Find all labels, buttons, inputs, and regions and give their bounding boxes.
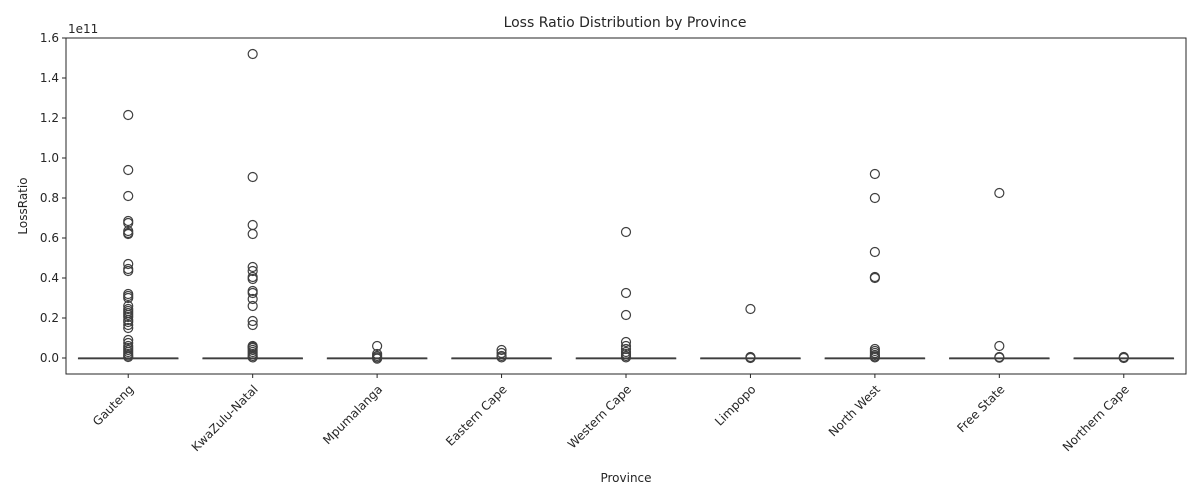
box-group — [700, 303, 801, 364]
outlier-point — [869, 272, 880, 284]
y-tick-label: 0.6 — [40, 231, 59, 245]
box-group — [575, 226, 677, 363]
outlier-point — [123, 109, 134, 121]
outlier-point — [123, 228, 134, 240]
outlier-point — [123, 292, 134, 304]
outlier-point — [123, 351, 134, 363]
chart-title: Loss Ratio Distribution by Province — [504, 15, 747, 31]
y-tick-label: 1.2 — [40, 111, 59, 125]
outlier-point — [247, 319, 258, 331]
outlier-point — [1118, 352, 1129, 364]
outlier-point — [247, 171, 258, 183]
y-axis: 0.0 0.2 0.4 0.6 0.8 1.0 1.2 1.4 1.6 — [40, 31, 66, 365]
outlier-point — [123, 217, 134, 229]
y-axis-title: LossRatio — [16, 177, 30, 234]
outlier-point — [123, 319, 134, 331]
outlier-point — [123, 265, 134, 277]
outlier-point — [620, 309, 632, 321]
outlier-point — [620, 226, 632, 238]
outlier-point — [123, 322, 134, 334]
box-group — [202, 48, 303, 363]
outlier-point — [620, 343, 632, 355]
outlier-point — [247, 287, 258, 299]
outlier-point — [869, 168, 880, 180]
y-tick-label: 0.8 — [40, 191, 59, 205]
outlier-point — [247, 228, 258, 240]
y-tick-label: 0.4 — [40, 271, 59, 285]
outlier-point — [620, 287, 632, 299]
outlier-point — [372, 340, 383, 352]
outlier-point — [247, 261, 258, 273]
outlier-point — [994, 352, 1005, 363]
box-group — [326, 340, 428, 364]
outlier-point — [247, 300, 258, 312]
outlier-point — [994, 187, 1005, 199]
box-group — [824, 168, 926, 363]
outlier-point — [496, 347, 507, 359]
outlier-point — [123, 316, 134, 328]
outlier-point — [123, 190, 134, 202]
outlier-point — [869, 246, 880, 258]
y-tick-label: 0.0 — [40, 351, 59, 365]
outlier-point — [496, 344, 507, 356]
outlier-point — [869, 192, 880, 204]
outlier-point — [247, 293, 258, 305]
outlier-point — [247, 48, 258, 60]
y-tick-label: 0.2 — [40, 311, 59, 325]
box-group — [949, 187, 1050, 363]
box-group — [451, 344, 552, 363]
outlier-point — [869, 352, 880, 363]
outlier-point — [247, 273, 258, 285]
outlier-point — [247, 315, 258, 327]
outlier-point — [123, 164, 134, 176]
box-group — [1073, 351, 1175, 364]
outlier-point — [620, 352, 632, 363]
outlier-point — [496, 352, 507, 363]
outlier-point — [247, 352, 258, 363]
outlier-point — [994, 340, 1005, 352]
outlier-point — [372, 353, 383, 364]
outlier-point — [123, 334, 134, 346]
box-group — [77, 109, 179, 363]
outlier-point — [123, 258, 134, 270]
outlier-point — [745, 352, 756, 364]
outlier-point — [745, 303, 756, 315]
outlier-point — [620, 340, 632, 352]
plot-area — [77, 48, 1175, 364]
y-tick-label: 1.4 — [40, 71, 59, 85]
outlier-point — [620, 336, 632, 348]
outlier-point — [247, 265, 258, 277]
plot-frame — [65, 37, 1187, 375]
y-tick-label: 1.6 — [40, 31, 59, 45]
y-tick-label: 1.0 — [40, 151, 59, 165]
outlier-point — [123, 311, 134, 323]
y-axis-offset-label: 1e11 — [68, 22, 98, 36]
x-axis-title: Province — [600, 471, 651, 485]
